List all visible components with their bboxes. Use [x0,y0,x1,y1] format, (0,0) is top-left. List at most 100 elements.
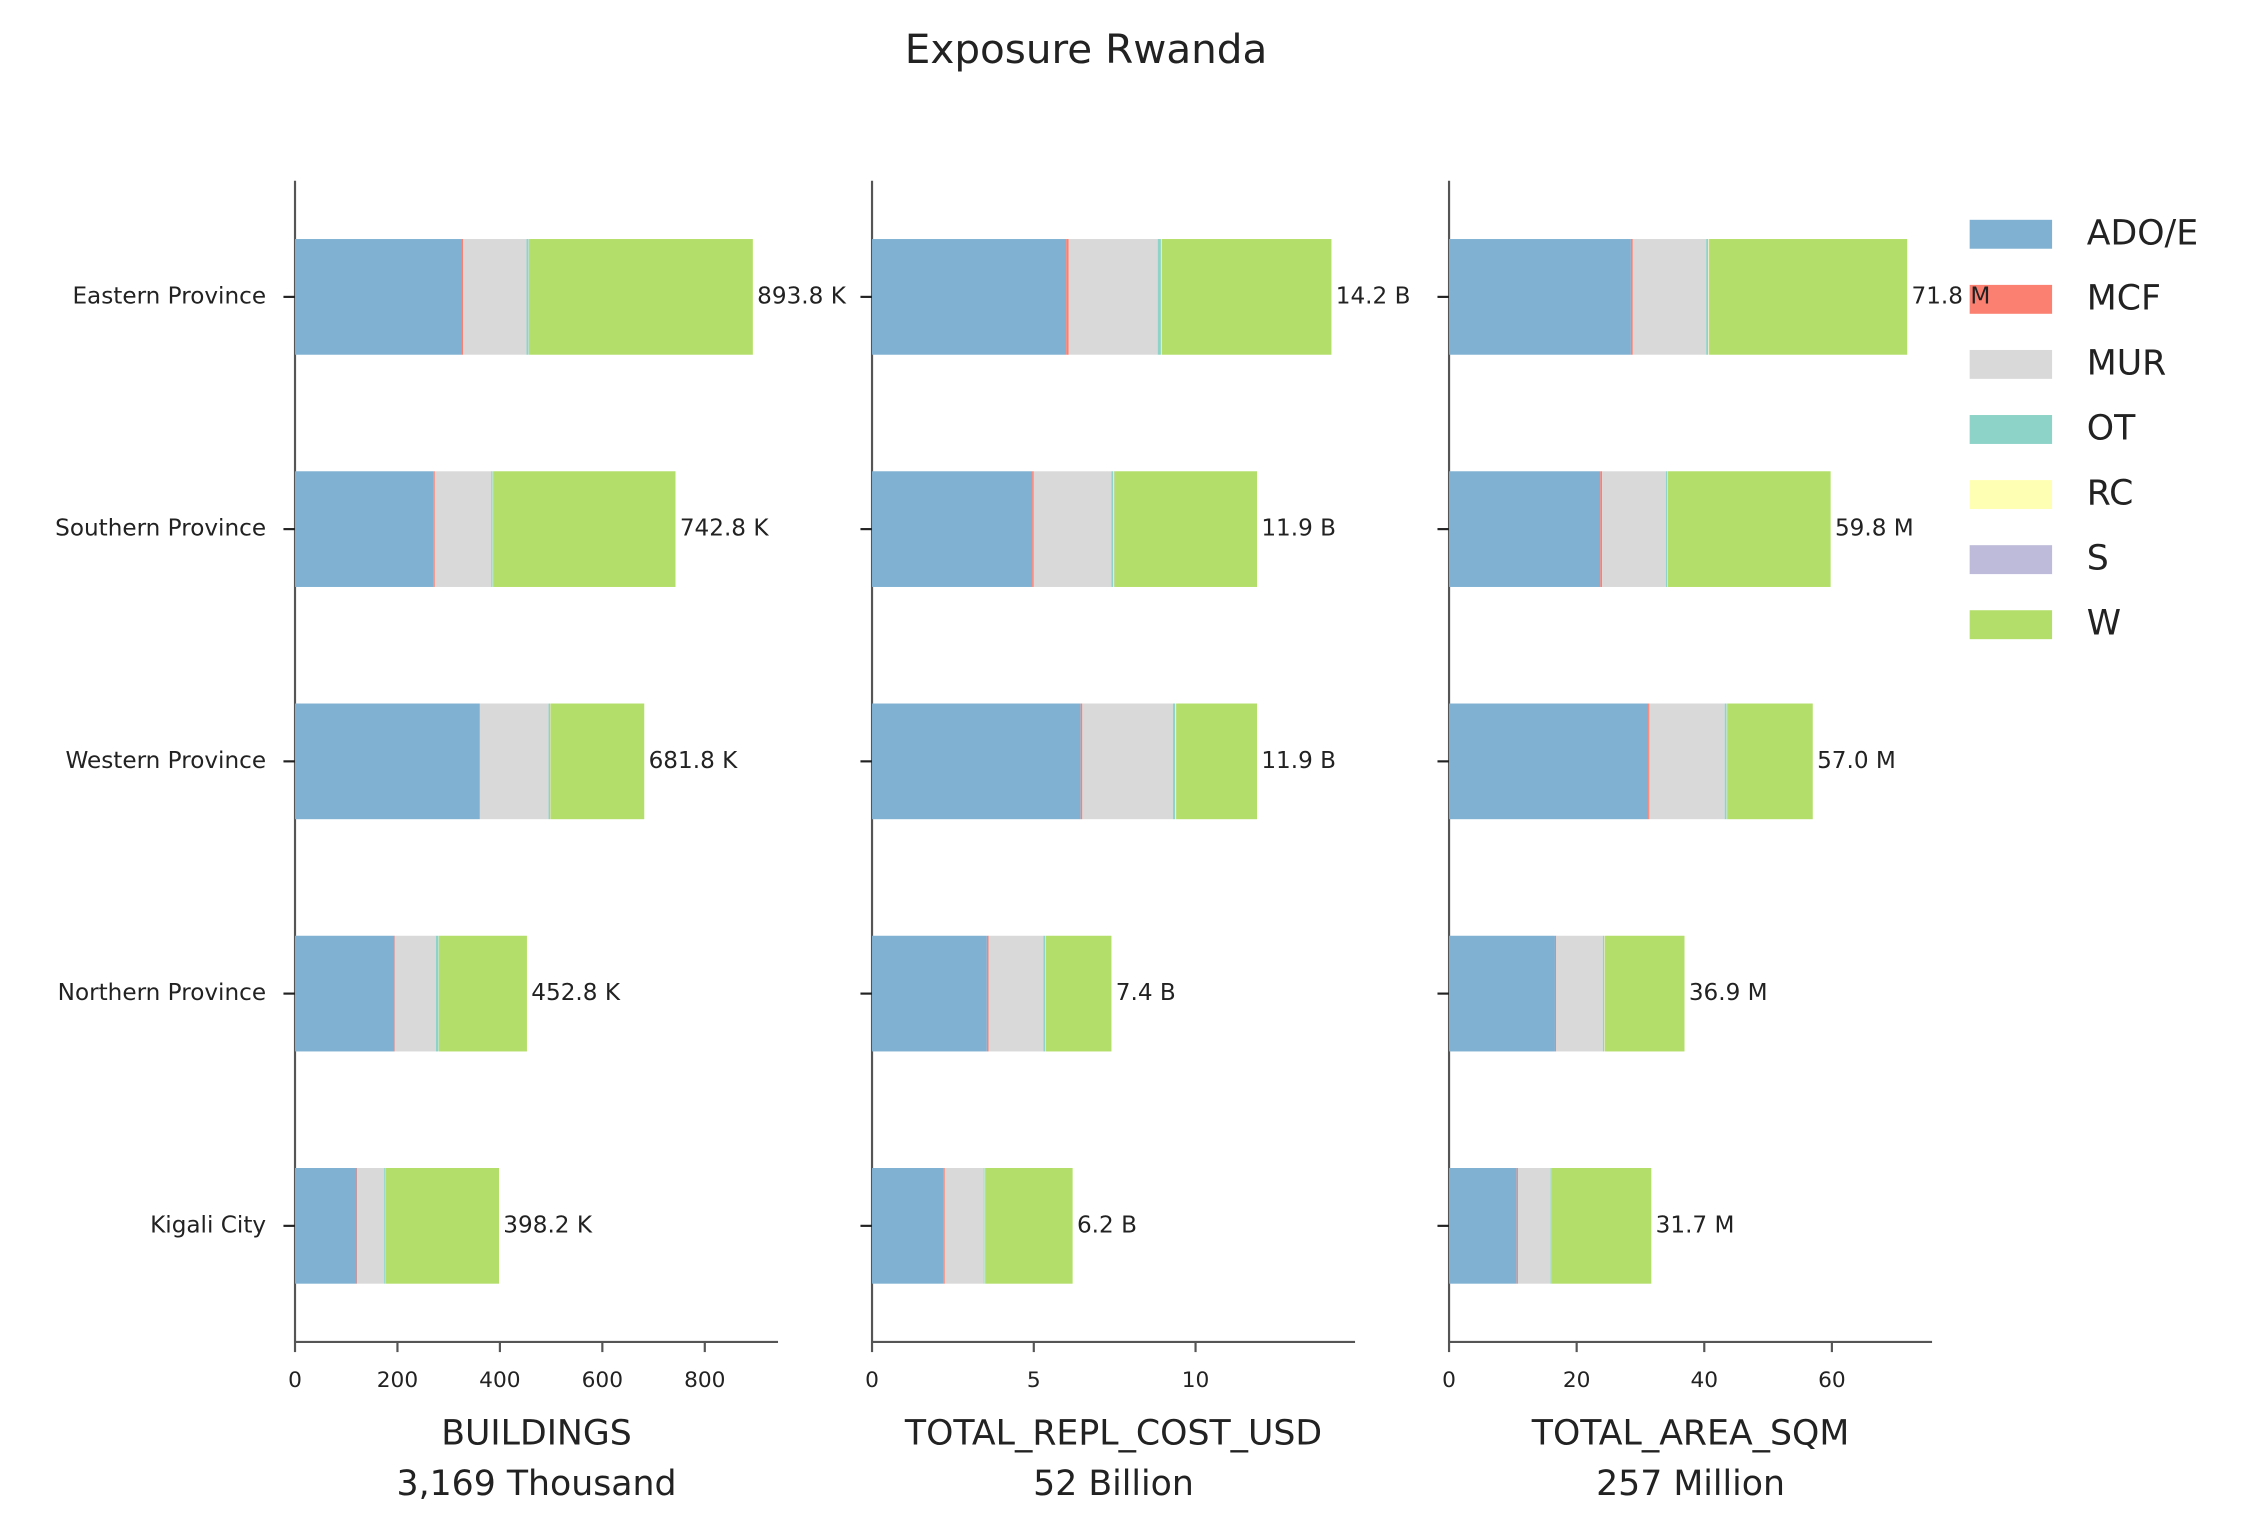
bar-segment [526,239,529,355]
bar-segment [1111,471,1114,587]
x-tick-label: 5 [1027,1368,1041,1393]
legend-swatch [1969,284,2053,314]
total-label: 71.8 M [1912,283,1991,309]
total-label: 398.2 K [503,1212,593,1238]
bar-segment [1724,703,1727,820]
bar-segment [1175,703,1176,820]
legend-label: MUR [2087,343,2166,383]
bar-segment [872,471,1033,587]
bar-segment [943,1167,945,1284]
bar-segment [528,239,753,355]
bar-segment [1449,1167,1517,1284]
bar-segment [1727,703,1813,820]
total-label: 6.2 B [1077,1212,1137,1238]
total-label: 59.8 M [1835,516,1914,542]
total-label: 452.8 K [531,980,621,1006]
bar-segment [548,703,551,820]
bar-segment [1667,471,1831,587]
bar-segment [1449,935,1555,1052]
bar-segment [434,471,492,587]
x-tick-label: 400 [479,1368,520,1393]
total-label: 7.4 B [1116,980,1176,1006]
total-label: 893.8 K [757,283,847,309]
x-tick-label: 600 [582,1368,623,1393]
bar-segment [1157,239,1161,355]
y-tick-label: Western Province [65,748,266,774]
bar-segment [1082,703,1173,820]
bar-segment [384,1167,386,1284]
bar-segment [983,1167,985,1284]
bar-segment [461,239,464,355]
total-label: 11.9 B [1261,748,1336,774]
bar-segment [1554,935,1557,1052]
legend-swatch [1969,219,2053,249]
y-tick-label: Kigali City [150,1212,266,1238]
bar-segment [986,935,989,1052]
y-tick-label: Eastern Province [72,283,266,309]
bar-segment [1080,703,1083,820]
bar-segment [356,1167,385,1284]
bar-segment [988,935,1044,1052]
bar-segment [491,471,493,587]
bar-segment [1449,471,1601,587]
bar-segment [1114,471,1258,587]
bar-segment [872,935,987,1052]
bar-segment [385,1167,499,1284]
bar-segment [1033,471,1112,587]
bar-segment [394,935,395,1052]
bar-segment [1045,935,1112,1052]
bar-segment [433,471,435,587]
bar-segment [1551,1167,1652,1284]
bar-segment [1172,703,1176,820]
legend-swatch [1969,545,2053,575]
x-tick-label: 10 [1182,1368,1210,1393]
legend-swatch [1969,415,2053,444]
total-label: 681.8 K [649,748,739,774]
y-tick-label: Southern Province [55,516,266,542]
x-tick-label: 40 [1690,1368,1718,1393]
bar-segment [1602,471,1666,587]
x-axis-label: TOTAL_AREA_SQM [1531,1414,1849,1454]
bar-segment [295,1167,357,1284]
bar-segment [295,239,462,355]
legend-swatch [1969,349,2053,379]
legend-label: MCF [2087,278,2161,318]
bar-segment [356,1167,357,1284]
x-tick-label: 0 [1442,1368,1456,1393]
total-label: 11.9 B [1261,516,1336,542]
bar-segment [1648,703,1650,820]
bar-segment [1709,239,1908,355]
legend-swatch [1969,480,2053,510]
bar-segment [1449,703,1649,820]
x-tick-label: 20 [1563,1368,1591,1393]
bar-segment [1176,703,1258,820]
total-label: 36.9 M [1689,980,1768,1006]
bar-segment [1068,239,1158,355]
x-axis-note: 257 Million [1596,1464,1785,1504]
figure-title: Exposure Rwanda [905,25,1268,73]
bar-segment [1066,239,1069,355]
legend-label: W [2087,604,2121,644]
x-tick-label: 200 [377,1368,418,1393]
bar-segment [1602,935,1605,1052]
total-label: 57.0 M [1817,748,1896,774]
bar-segment [295,703,480,820]
x-axis-label: TOTAL_REPL_COST_USD [904,1414,1322,1454]
bar-segment [479,703,480,820]
bar-segment [1113,471,1115,587]
x-tick-label: 800 [684,1368,725,1393]
total-label: 14.2 B [1336,283,1411,309]
bar-segment [1160,239,1162,355]
bar-segment [435,935,439,1052]
bar-segment [1032,471,1034,587]
x-axis-note: 52 Billion [1033,1464,1194,1504]
legend-label: RC [2087,474,2134,514]
bar-segment [438,935,527,1052]
bar-segment [550,703,645,820]
legend-label: S [2087,539,2109,579]
x-tick-label: 60 [1818,1368,1846,1393]
x-tick-label: 0 [865,1368,879,1393]
bar-segment [872,703,1081,820]
